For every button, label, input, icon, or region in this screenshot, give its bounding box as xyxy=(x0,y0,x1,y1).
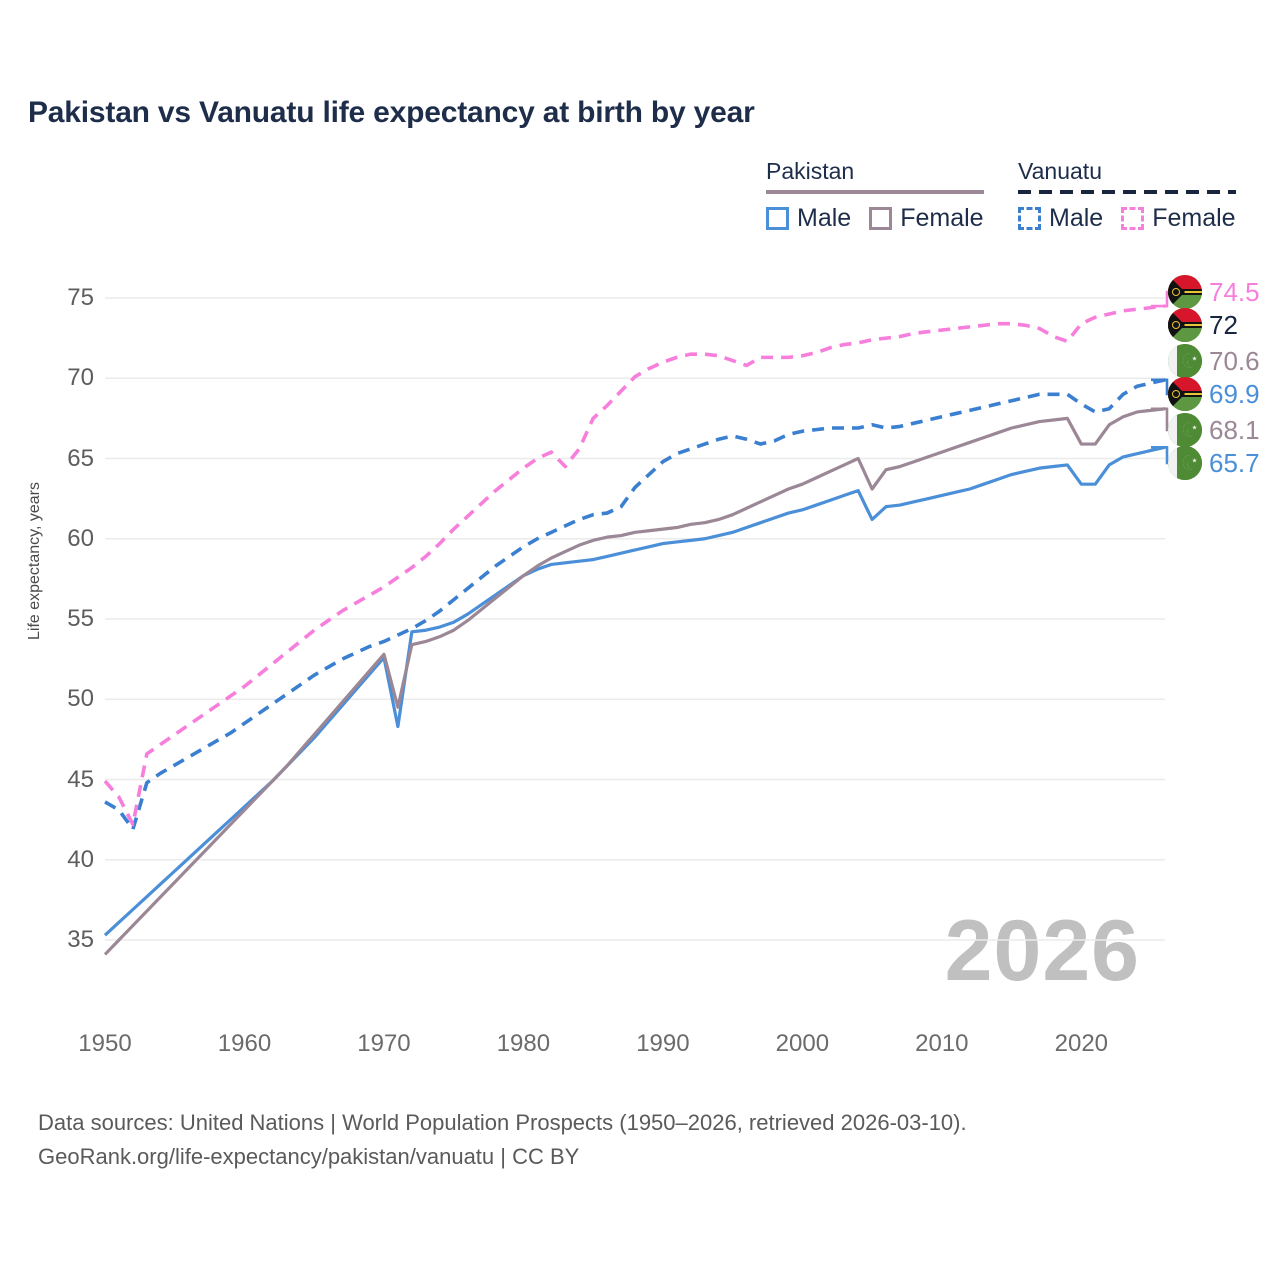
y-tick-label: 40 xyxy=(67,845,94,873)
legend-item-vanuatu-female[interactable]: Female xyxy=(1121,204,1236,233)
page-title: Pakistan vs Vanuatu life expectancy at b… xyxy=(28,96,755,129)
x-tick-label: 1970 xyxy=(357,1030,411,1057)
y-tick-label: 70 xyxy=(67,364,94,392)
pakistan-flag-icon xyxy=(1168,344,1202,378)
end-label: 70.6 xyxy=(1168,344,1260,378)
plot-area xyxy=(103,290,1179,956)
end-label-value: 69.9 xyxy=(1209,378,1260,409)
vanuatu-flag-icon xyxy=(1168,377,1202,411)
legend-group-vanuatu: Vanuatu Male Female xyxy=(1018,158,1236,233)
footer: Data sources: United Nations | World Pop… xyxy=(38,1106,1238,1174)
legend-label-pakistan-female: Female xyxy=(900,204,984,232)
series-line-pakistan-female xyxy=(103,407,1166,956)
end-label: 65.7 xyxy=(1168,446,1260,480)
end-label-value: 70.6 xyxy=(1209,345,1260,376)
legend-swatch-icon-pakistan-male xyxy=(766,207,789,230)
x-tick-label: 2000 xyxy=(775,1030,830,1057)
end-label-value: 65.7 xyxy=(1209,447,1260,478)
series-line-vanuatu-female xyxy=(103,304,1166,827)
series-line-pakistan-male xyxy=(103,445,1166,937)
y-tick-label: 55 xyxy=(67,605,94,632)
legend-rule-vanuatu xyxy=(1018,190,1236,194)
legend-label-vanuatu-female: Female xyxy=(1152,204,1236,232)
legend-item-pakistan-female[interactable]: Female xyxy=(869,204,984,233)
legend-label-pakistan-male: Male xyxy=(797,204,852,232)
legend-swatch-icon-vanuatu-female xyxy=(1121,207,1145,230)
y-tick-label: 75 xyxy=(67,284,94,311)
legend-swatch-icon-pakistan-female xyxy=(869,207,893,230)
end-label-value: 68.1 xyxy=(1209,414,1260,445)
pakistan-flag-icon xyxy=(1168,413,1202,447)
y-tick-label: 65 xyxy=(67,444,94,472)
x-tick-label: 1980 xyxy=(496,1030,551,1057)
legend-country-vanuatu: Vanuatu xyxy=(1018,158,1102,184)
end-label-value: 74.5 xyxy=(1209,276,1260,307)
series-line-vanuatu-male xyxy=(104,378,1166,832)
y-tick-label: 50 xyxy=(67,685,94,713)
footer-attribution: GeoRank.org/life-expectancy/pakistan/van… xyxy=(38,1144,580,1170)
legend-label-vanuatu-male: Male xyxy=(1049,204,1104,232)
pakistan-flag-icon xyxy=(1168,446,1202,480)
y-tick-label: 60 xyxy=(67,524,94,552)
year-watermark: 2026 xyxy=(944,903,1140,999)
x-tick-label: 2010 xyxy=(915,1030,969,1057)
end-label: 72 xyxy=(1168,308,1238,342)
y-tick-label: 35 xyxy=(67,926,94,953)
footer-data-sources: Data sources: United Nations | World Pop… xyxy=(38,1110,967,1135)
x-tick-label: 1990 xyxy=(636,1030,690,1057)
x-tick-label: 1960 xyxy=(217,1030,272,1057)
vanuatu-flag-icon xyxy=(1168,308,1202,342)
legend-item-pakistan-male[interactable]: Male xyxy=(766,204,851,233)
x-tick-label: 1950 xyxy=(78,1030,132,1057)
lines-svg xyxy=(103,290,1179,956)
legend-swatch-icon-vanuatu-male xyxy=(1018,207,1041,230)
legend-rule-pakistan xyxy=(766,190,984,194)
end-label: 69.9 xyxy=(1168,377,1260,411)
x-tick-label: 2020 xyxy=(1054,1030,1109,1057)
series-end-labels: 74.5 72 70.6 69.9 68.1 65.7 xyxy=(1168,0,1280,1280)
chart-legend: Pakistan Male Female Vanuatu Male xyxy=(0,158,1280,242)
end-label-value: 72 xyxy=(1209,309,1238,340)
y-tick-label: 45 xyxy=(67,765,94,793)
legend-country-pakistan: Pakistan xyxy=(766,158,855,184)
vanuatu-flag-icon xyxy=(1168,275,1202,309)
legend-item-vanuatu-male[interactable]: Male xyxy=(1018,204,1103,233)
legend-group-pakistan: Pakistan Male Female xyxy=(766,158,984,233)
end-label: 68.1 xyxy=(1168,413,1260,447)
end-label: 74.5 xyxy=(1168,275,1260,309)
